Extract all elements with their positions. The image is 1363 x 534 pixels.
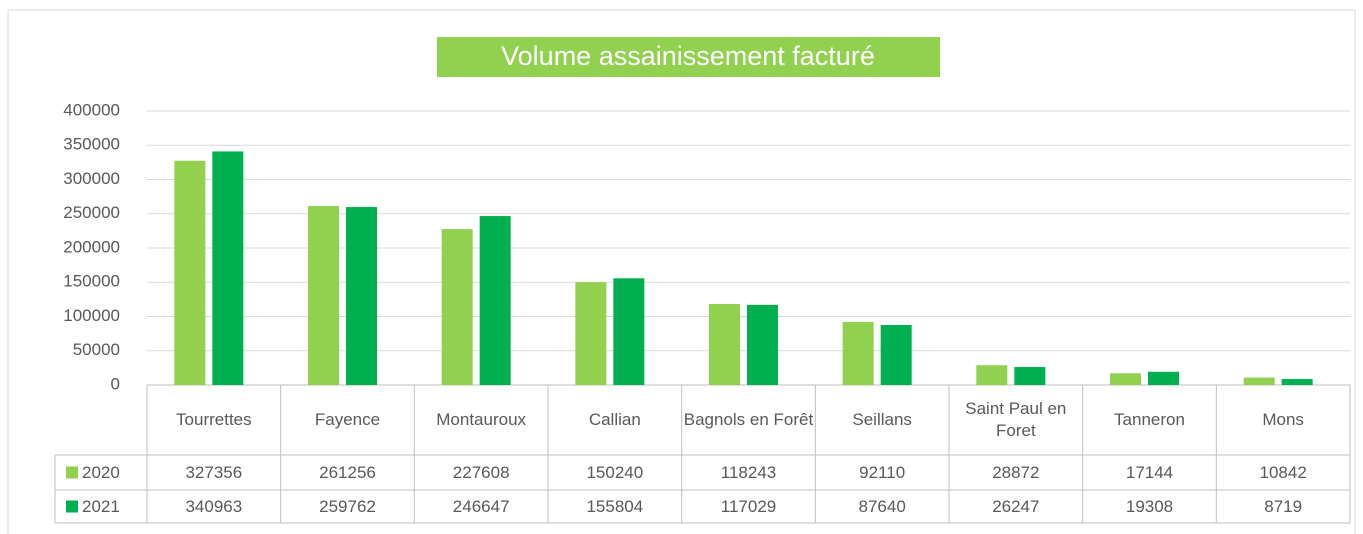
table-value: 26247 bbox=[992, 497, 1039, 516]
table-value: 118243 bbox=[721, 463, 776, 482]
x-tick-label: Saint Paul en Foret bbox=[965, 398, 1067, 440]
y-tick-label: 350000 bbox=[63, 135, 120, 154]
x-tick-label: Bagnols en Forêt bbox=[683, 409, 814, 429]
legend-label: 2021 bbox=[82, 497, 120, 516]
y-tick-label: 400000 bbox=[63, 100, 120, 119]
table-value: 155804 bbox=[586, 497, 643, 516]
x-tick-label: Tourrettes bbox=[176, 409, 252, 429]
bar bbox=[174, 160, 206, 385]
title-background bbox=[437, 37, 940, 77]
x-tick-label: Montauroux bbox=[436, 409, 527, 429]
x-tick-label: Callian bbox=[588, 409, 641, 429]
category-cell: Montauroux bbox=[436, 409, 527, 429]
category-cell: Saint Paul en Foret bbox=[965, 398, 1067, 440]
chart-title: Volume assainissement facturé bbox=[501, 41, 875, 71]
category-cell: Tanneron bbox=[1114, 409, 1185, 429]
bar bbox=[1243, 377, 1275, 385]
category-cell: Fayence bbox=[314, 409, 381, 429]
table-value: 92110 bbox=[859, 463, 905, 482]
bar bbox=[1281, 379, 1313, 385]
bar bbox=[1110, 373, 1141, 385]
bar bbox=[479, 216, 511, 385]
legend-swatch bbox=[66, 466, 78, 479]
table-value: 327356 bbox=[185, 463, 242, 482]
bar bbox=[575, 282, 607, 385]
table-value: 261256 bbox=[319, 463, 376, 482]
bar bbox=[747, 304, 778, 385]
bar bbox=[842, 321, 874, 385]
table-value: 259762 bbox=[319, 497, 376, 516]
category-cell: Callian bbox=[588, 409, 641, 429]
bar bbox=[212, 151, 244, 385]
bar bbox=[976, 365, 1008, 385]
table-value: 87640 bbox=[859, 497, 906, 516]
y-tick-label: 200000 bbox=[63, 237, 120, 256]
legend-label: 2020 bbox=[82, 463, 120, 482]
category-cell: Seillans bbox=[852, 409, 912, 429]
table-value: 19308 bbox=[1126, 497, 1173, 516]
y-tick-label: 0 bbox=[111, 374, 120, 393]
bar bbox=[441, 229, 473, 385]
bar bbox=[613, 278, 645, 385]
table-value: 117029 bbox=[721, 497, 776, 516]
category-cell: Bagnols en Forêt bbox=[683, 409, 814, 429]
table-value: 8719 bbox=[1264, 497, 1302, 516]
y-tick-label: 50000 bbox=[73, 340, 120, 359]
table-value: 17144 bbox=[1126, 463, 1173, 482]
x-tick-label: Tanneron bbox=[1114, 409, 1185, 429]
table-value: 227608 bbox=[453, 463, 510, 482]
table-value: 150240 bbox=[586, 463, 643, 482]
legend-swatch bbox=[66, 500, 78, 513]
bar bbox=[1148, 371, 1179, 385]
bar bbox=[709, 304, 740, 385]
category-cell: Mons bbox=[1262, 409, 1304, 429]
y-tick-label: 150000 bbox=[63, 272, 120, 291]
x-tick-label: Seillans bbox=[852, 409, 912, 429]
y-tick-label: 100000 bbox=[63, 306, 120, 325]
y-tick-label: 300000 bbox=[63, 169, 120, 188]
bar bbox=[346, 207, 377, 385]
bar bbox=[880, 324, 912, 385]
y-tick-label: 250000 bbox=[63, 203, 120, 222]
bar bbox=[308, 206, 339, 385]
category-cell: Tourrettes bbox=[176, 409, 252, 429]
x-tick-label: Fayence bbox=[314, 409, 381, 429]
x-tick-label: Mons bbox=[1262, 409, 1304, 429]
table-value: 246647 bbox=[453, 497, 510, 516]
table-value: 10842 bbox=[1260, 463, 1307, 482]
table-value: 340963 bbox=[185, 497, 242, 516]
table-value: 28872 bbox=[992, 463, 1039, 482]
bar bbox=[1014, 367, 1046, 385]
